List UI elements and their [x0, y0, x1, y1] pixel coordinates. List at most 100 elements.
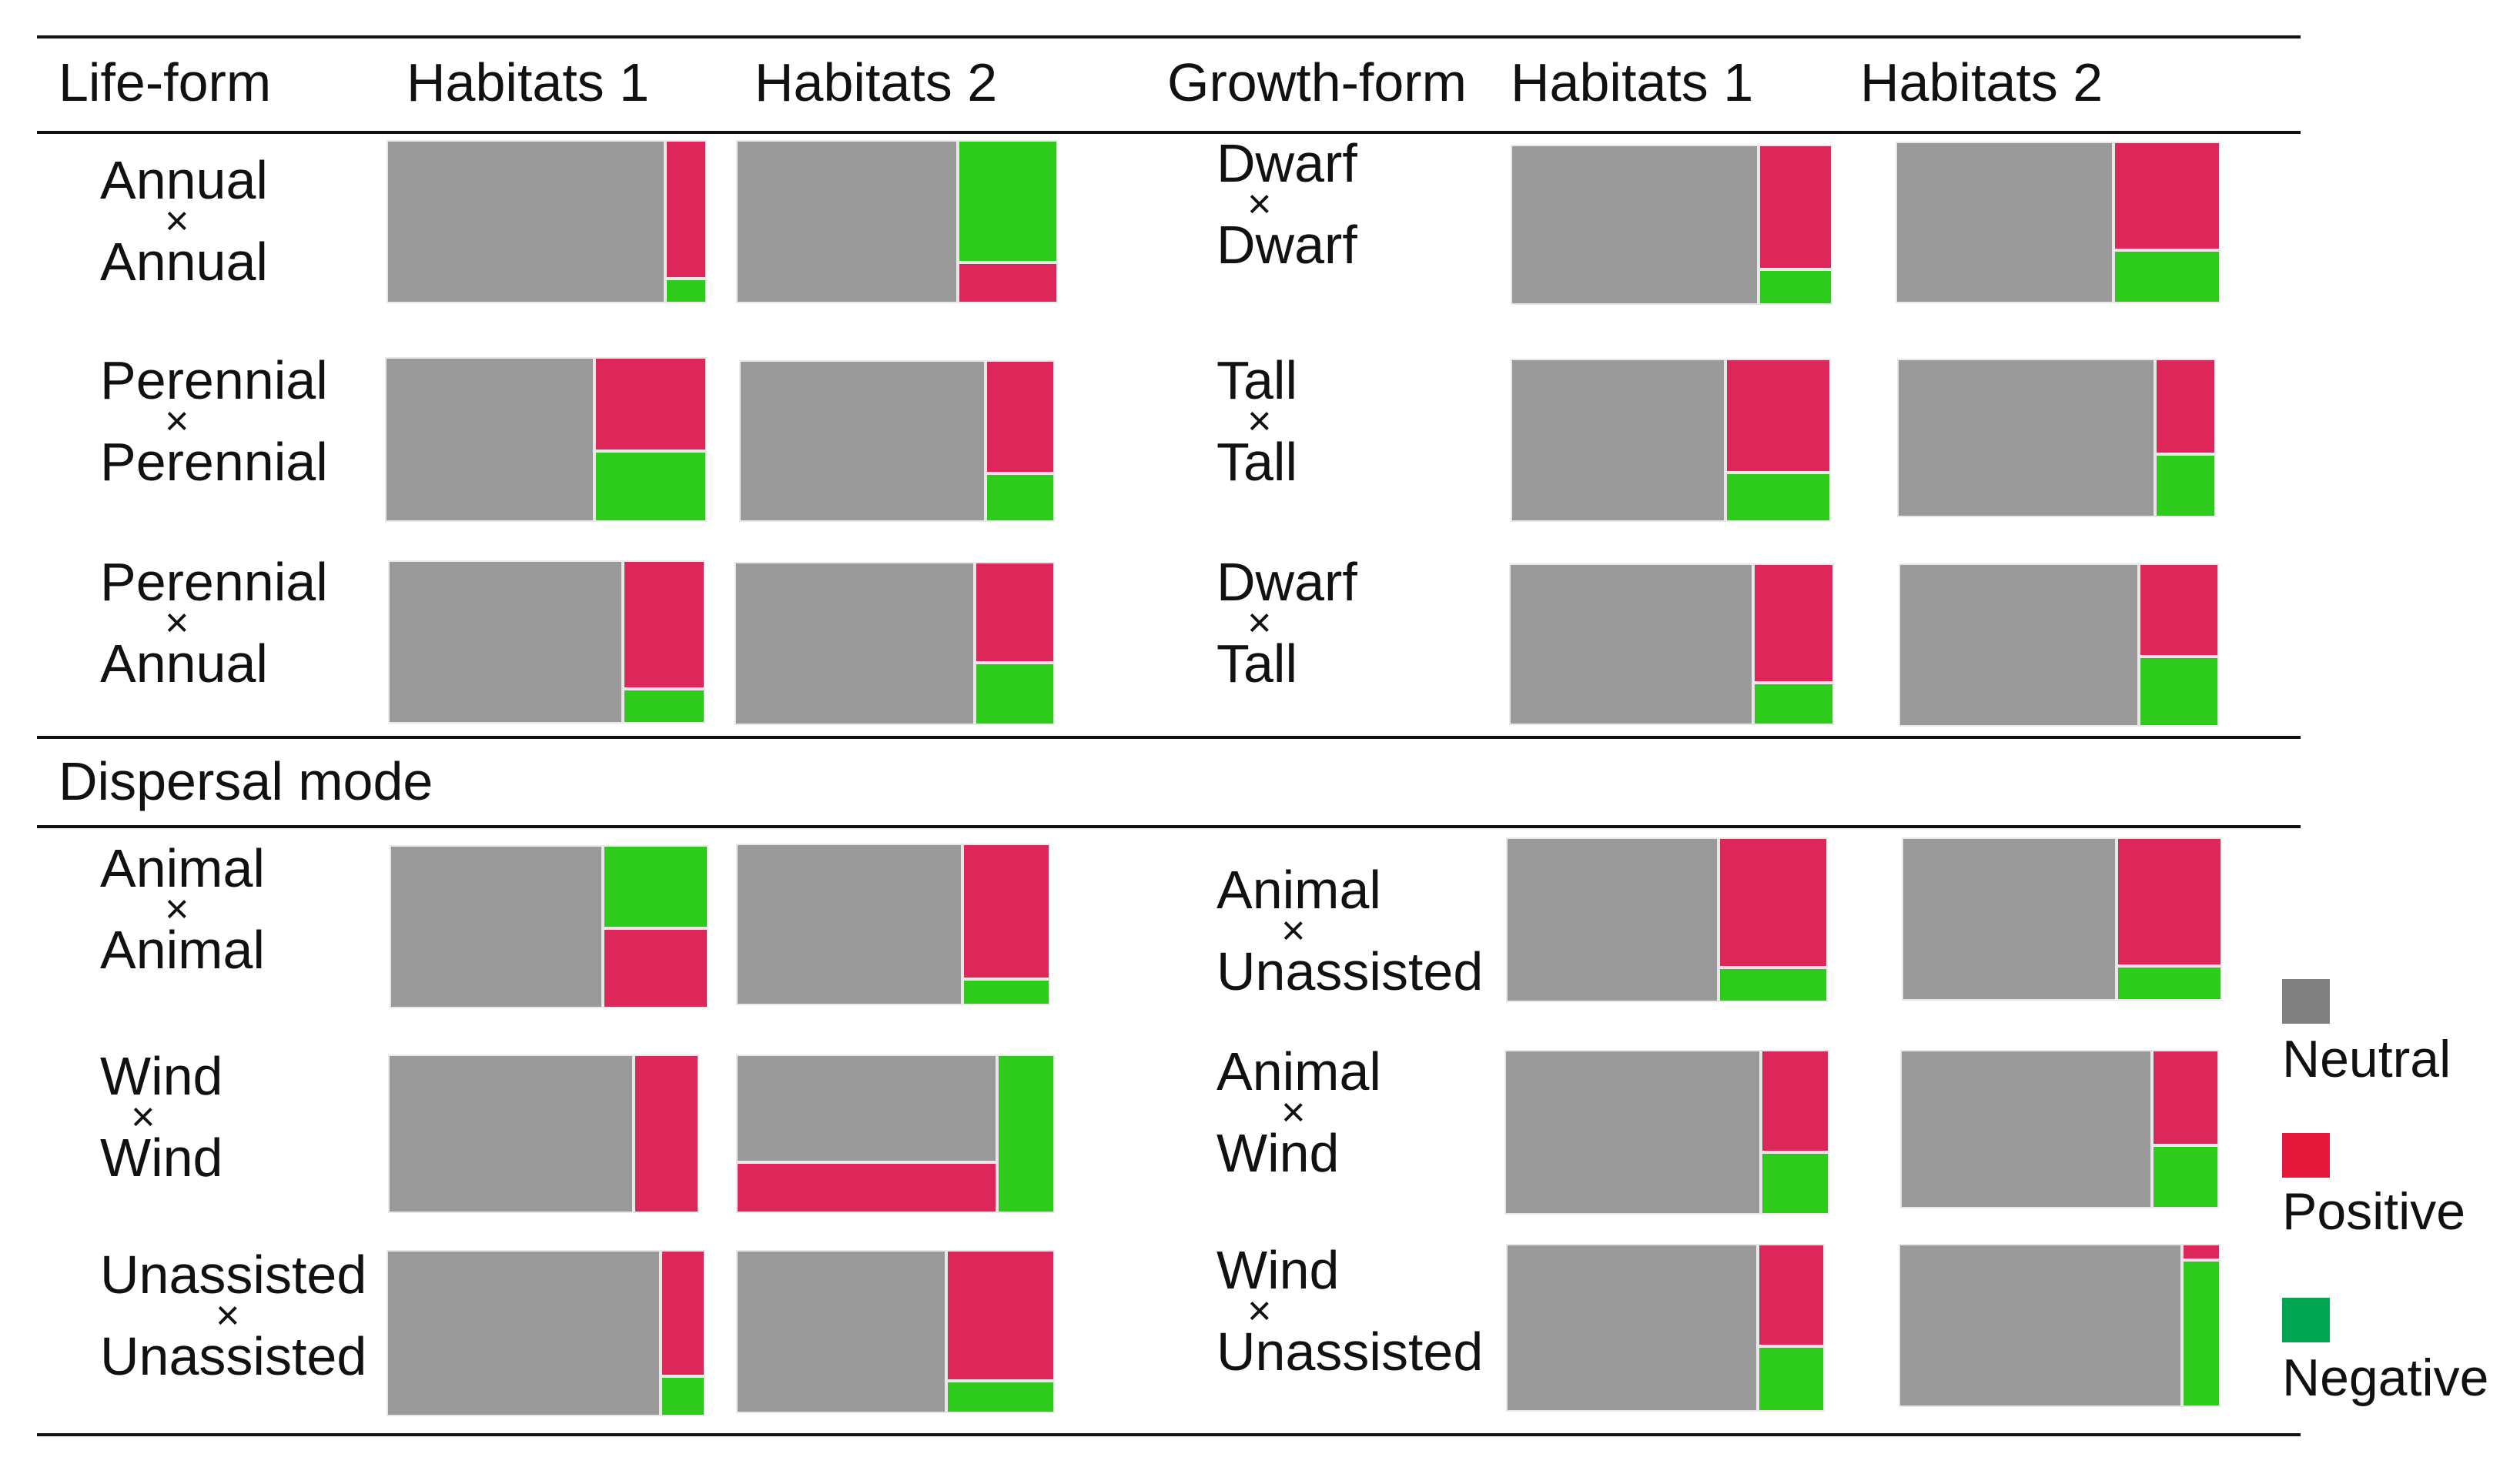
negative-segment	[1759, 269, 1832, 305]
cross-icon: ×	[131, 1094, 156, 1140]
row-label-dwarf-dwarf: Dwarf × Dwarf	[1216, 135, 1357, 272]
negative-segment	[958, 140, 1058, 262]
label-bottom: Tall	[1216, 432, 1298, 492]
positive-segment	[665, 140, 707, 279]
negative-segment	[975, 663, 1055, 725]
label-top: Animal	[1216, 1041, 1381, 1101]
label-bottom: Unassisted	[1216, 941, 1484, 1001]
mosaic-cell-12-habitat2	[1899, 1244, 2220, 1407]
legend-label-neutral: Neutral	[2282, 1030, 2451, 1088]
positive-segment	[2155, 359, 2216, 454]
mosaic-cell-3-habitat1	[388, 560, 705, 724]
label-bottom: Annual	[100, 232, 268, 292]
header-growth-form: Growth-form	[1167, 52, 1467, 112]
neutral-segment	[1900, 1050, 2152, 1208]
positive-segment	[975, 562, 1055, 663]
positive-segment	[2139, 563, 2219, 657]
mosaic-cell-2-habitat2	[739, 360, 1055, 522]
positive-segment	[986, 360, 1055, 473]
legend-swatch-positive	[2282, 1133, 2330, 1178]
header-dispersal-mode: Dispersal mode	[59, 751, 433, 811]
positive-segment	[603, 928, 708, 1008]
cross-icon: ×	[1281, 1089, 1306, 1135]
row-label-perennial-annual: Perennial × Annual	[100, 554, 328, 691]
negative-segment	[2182, 1260, 2220, 1407]
cross-icon: ×	[165, 886, 189, 932]
cross-icon: ×	[1247, 398, 1272, 444]
negative-segment	[1758, 1346, 1825, 1412]
row-label-animal-animal: Animal × Animal	[100, 841, 265, 978]
positive-segment	[594, 357, 707, 451]
label-top: Animal	[100, 838, 265, 898]
neutral-segment	[739, 360, 986, 522]
negative-segment	[1761, 1152, 1829, 1215]
neutral-segment	[1506, 837, 1718, 1002]
legend-label-negative: Negative	[2282, 1349, 2489, 1407]
label-bottom: Unassisted	[100, 1326, 367, 1386]
row-label-animal-wind: Animal × Wind	[1216, 1044, 1381, 1181]
negative-segment	[1725, 473, 1831, 522]
neutral-segment	[1504, 1050, 1761, 1215]
negative-segment	[594, 451, 707, 522]
positive-segment	[1725, 359, 1831, 473]
neutral-segment	[387, 1250, 661, 1416]
neutral-segment	[736, 844, 962, 1005]
negative-segment	[2155, 454, 2216, 517]
header-rule	[37, 131, 2301, 134]
cross-icon: ×	[1281, 907, 1306, 954]
label-top: Animal	[1216, 860, 1381, 920]
mosaic-cell-7-habitat1	[390, 845, 708, 1008]
negative-segment	[2117, 966, 2222, 1001]
header-life-form: Life-form	[59, 52, 272, 112]
section-rule-top	[37, 736, 2301, 739]
mosaic-cell-10-habitat1	[1506, 837, 1828, 1002]
cross-icon: ×	[1247, 1288, 1272, 1334]
mosaic-cell-7-habitat2	[736, 844, 1050, 1005]
neutral-segment	[1509, 563, 1753, 725]
row-label-unassisted-unassisted: Unassisted × Unassisted	[100, 1247, 366, 1384]
label-top: Perennial	[100, 350, 328, 410]
positive-segment	[634, 1055, 699, 1213]
label-bottom: Annual	[100, 633, 268, 694]
mosaic-cell-10-habitat2	[1902, 837, 2222, 1001]
neutral-segment	[1902, 837, 2117, 1001]
negative-segment	[986, 473, 1055, 522]
top-rule	[37, 35, 2301, 38]
bottom-rule	[37, 1433, 2301, 1436]
mosaic-cell-8-habitat2	[736, 1055, 1055, 1213]
positive-segment	[958, 262, 1058, 303]
mosaic-cell-11-habitat2	[1900, 1050, 2219, 1208]
mosaic-cell-6-habitat1	[1509, 563, 1834, 725]
cross-icon: ×	[165, 198, 189, 244]
mosaic-cell-3-habitat2	[735, 562, 1055, 725]
label-bottom: Dwarf	[1216, 215, 1357, 275]
row-label-wind-unassisted: Wind × Unassisted	[1216, 1242, 1483, 1379]
row-label-perennial-perennial: Perennial × Perennial	[100, 353, 328, 490]
mosaic-cell-4-habitat2	[1896, 142, 2220, 303]
neutral-segment	[735, 562, 975, 725]
mosaic-cell-12-habitat1	[1506, 1244, 1825, 1412]
neutral-segment	[1511, 359, 1725, 522]
row-label-wind-wind: Wind × Wind	[100, 1048, 223, 1185]
neutral-segment	[1511, 145, 1759, 305]
positive-segment	[2152, 1050, 2219, 1145]
cross-icon: ×	[216, 1292, 240, 1339]
mosaic-cell-2-habitat1	[385, 357, 707, 522]
neutral-segment	[385, 357, 594, 522]
label-top: Perennial	[100, 552, 328, 612]
positive-segment	[2113, 142, 2220, 250]
mosaic-cell-9-habitat1	[387, 1250, 705, 1416]
label-bottom: Wind	[100, 1128, 223, 1188]
neutral-segment	[1506, 1244, 1758, 1412]
cross-icon: ×	[1247, 600, 1272, 646]
negative-segment	[665, 279, 707, 303]
legend-swatch-neutral	[2282, 979, 2330, 1024]
positive-segment	[661, 1250, 705, 1376]
positive-segment	[623, 560, 705, 689]
negative-segment	[2113, 250, 2220, 303]
legend-label-positive: Positive	[2282, 1182, 2466, 1241]
mosaic-cell-8-habitat1	[388, 1055, 699, 1213]
negative-segment	[946, 1381, 1055, 1413]
positive-segment	[2182, 1244, 2220, 1260]
